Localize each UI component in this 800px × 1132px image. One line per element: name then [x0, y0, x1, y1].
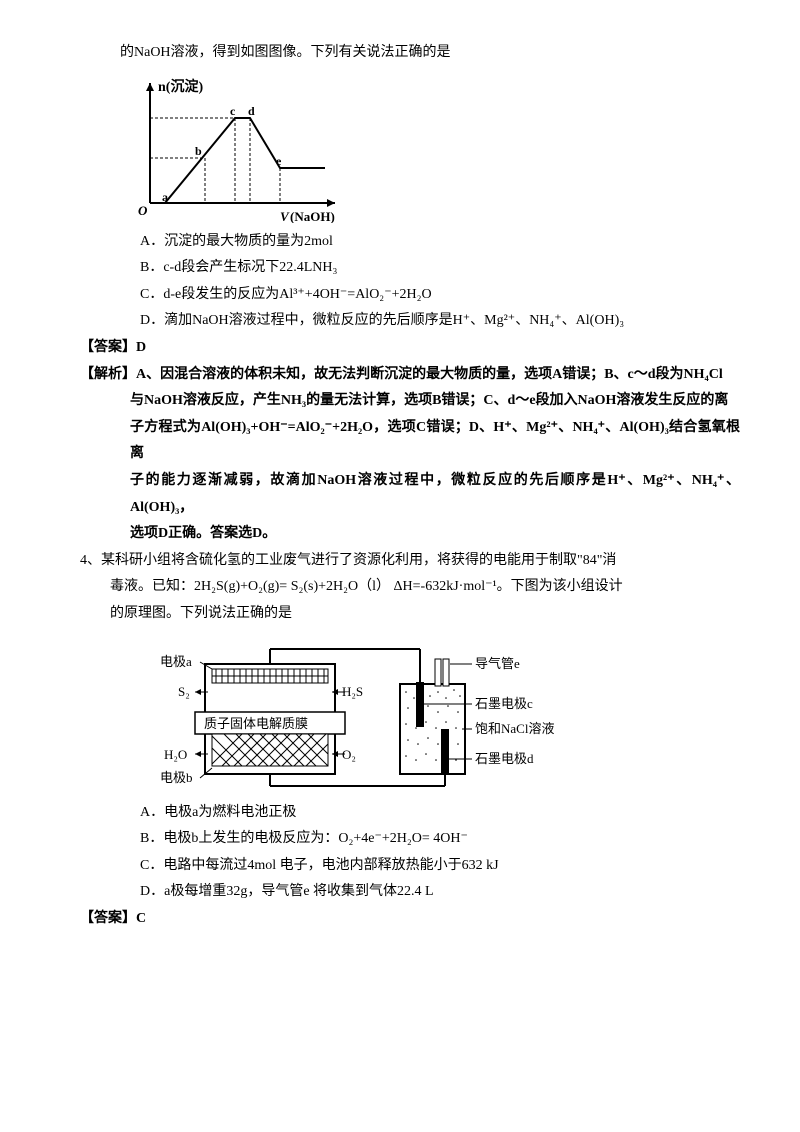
svg-text:H₂S: H₂S	[342, 684, 363, 699]
q4-l1: 某科研小组将含硫化氢的工业废气进行了资源化利用，将获得的电能用于制取"84"消	[101, 553, 616, 568]
q3-analysis-1: 【解析】A、因混合溶液的体积未知，故无法判断沉淀的最大物质的量，选项A错误；B、…	[60, 362, 740, 389]
q4-answer: 【答案】C	[60, 906, 740, 933]
svg-text:电极a: 电极a	[160, 654, 192, 669]
q3-chart: n(沉淀) O V (NaOH) a b c d e	[130, 73, 740, 223]
q3-analysis-5: 选项D正确。答案选D。	[60, 521, 740, 548]
svg-text:b: b	[195, 144, 202, 158]
q3-analysis-3: 子方程式为Al(OH)₃+OH⁻=AlO₂⁻+2H₂O，选项C错误；D、H⁺、M…	[60, 415, 740, 468]
svg-text:石墨电极d: 石墨电极d	[475, 751, 534, 766]
diagram-membrane-label: 质子固体电解质膜	[204, 716, 308, 731]
document-page: 的NaOH溶液，得到如图图像。下列有关说法正确的是 n(沉淀) O V (NaO…	[0, 0, 800, 1132]
q3-stem-tail: 的NaOH溶液，得到如图图像。下列有关说法正确的是	[60, 40, 740, 67]
svg-text:电极b: 电极b	[160, 770, 193, 785]
svg-text:c: c	[230, 104, 236, 118]
svg-text:a: a	[162, 190, 168, 204]
q3-opt-c: C．d-e段发生的反应为Al³⁺+4OH⁻=AlO₂⁻+2H₂O	[60, 282, 740, 309]
q4-opt-d: D．a极每增重32g，导气管e 将收集到气体22.4 L	[60, 879, 740, 906]
svg-text:饱和NaCl溶液: 饱和NaCl溶液	[475, 721, 554, 736]
svg-text:(NaOH): (NaOH)	[290, 209, 335, 223]
q3-opt-d: D．滴加NaOH溶液过程中，微粒反应的先后顺序是H⁺、Mg²⁺、NH₄⁺、Al(…	[60, 308, 740, 335]
q4-line2: 毒液。已知：2H₂S(g)+O₂(g)= S₂(s)+2H₂O（l） ΔH=-6…	[60, 574, 740, 601]
svg-text:S₂: S₂	[178, 684, 190, 699]
q3-answer: 【答案】D	[60, 335, 740, 362]
svg-text:H₂O: H₂O	[164, 747, 187, 762]
q4-num: 4、	[80, 553, 101, 568]
svg-text:d: d	[248, 104, 255, 118]
q3-opt-b: B．c-d段会产生标况下22.4LNH₃	[60, 255, 740, 282]
q4-diagram: 质子固体电解质膜 电极a S₂ H₂O 电极b H₂S	[150, 634, 740, 794]
q3-analysis-2: 与NaOH溶液反应，产生NH₃的量无法计算，选项B错误；C、d～e段加入NaOH…	[60, 388, 740, 415]
svg-text:导气管e: 导气管e	[475, 656, 520, 671]
svg-text:V: V	[280, 209, 290, 223]
svg-text:石墨电极c: 石墨电极c	[475, 696, 533, 711]
svg-text:O: O	[138, 203, 148, 218]
q4-opt-b: B．电极b上发生的电极反应为：O₂+4e⁻+2H₂O= 4OH⁻	[60, 826, 740, 853]
q4-opt-c: C．电路中每流过4mol 电子，电池内部释放热能小于632 kJ	[60, 853, 740, 880]
q4-line3: 的原理图。下列说法正确的是	[60, 601, 740, 628]
q3-analysis-4: 子的能力逐渐减弱，故滴加NaOH溶液过程中，微粒反应的先后顺序是H⁺、Mg²⁺、…	[60, 468, 740, 521]
q4-opt-a: A．电极a为燃料电池正极	[60, 800, 740, 827]
svg-text:n(沉淀): n(沉淀)	[158, 78, 203, 95]
q4-line1: 4、某科研小组将含硫化氢的工业废气进行了资源化利用，将获得的电能用于制取"84"…	[60, 548, 740, 575]
q3-opt-a: A．沉淀的最大物质的量为2mol	[60, 229, 740, 256]
svg-text:e: e	[276, 154, 282, 168]
